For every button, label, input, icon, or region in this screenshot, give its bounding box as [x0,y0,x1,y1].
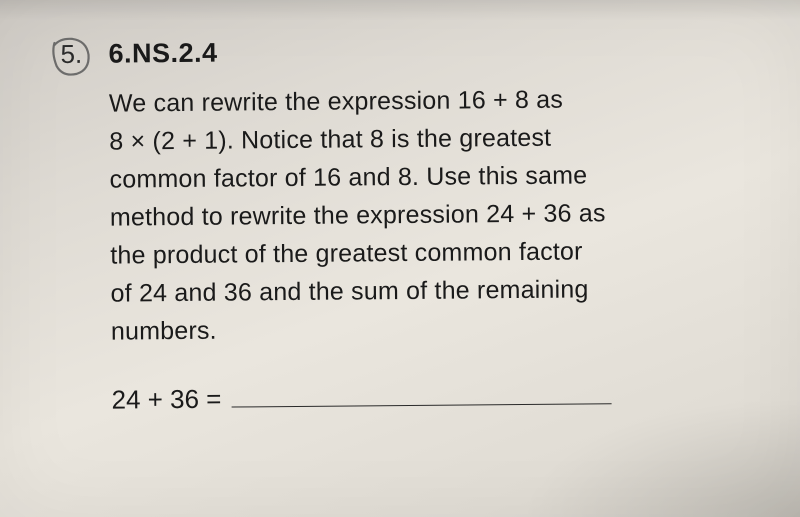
text-line-3: method to rewrite the expression 24 + 36… [110,199,606,231]
answer-expression: 24 + 36 = [111,384,221,416]
text-line-4: the product of the greatest common facto… [110,237,583,269]
text-line-1: 8 × (2 + 1). Notice that 8 is the greate… [109,124,551,156]
text-line-0: We can rewrite the expression 16 + 8 as [109,86,563,118]
text-line-6: numbers. [111,317,217,346]
problem-text: We can rewrite the expression 16 + 8 as … [109,79,701,350]
answer-blank-line [231,402,611,407]
question-number-wrap: 5. [46,35,94,79]
standard-code: 6.NS.2.4 [108,38,217,70]
question-number: 5. [60,39,82,70]
text-line-2: common factor of 16 and 8. Use this same [109,161,587,193]
question-content: 5. 6.NS.2.4 We can rewrite the expressio… [46,29,765,416]
header-row: 5. 6.NS.2.4 [46,29,762,79]
text-line-5: of 24 and 36 and the sum of the remainin… [110,275,588,307]
shadow-corner [520,397,800,517]
shadow-top [0,0,800,20]
answer-row: 24 + 36 = [111,379,765,416]
paper-background: 5. 6.NS.2.4 We can rewrite the expressio… [0,0,800,517]
